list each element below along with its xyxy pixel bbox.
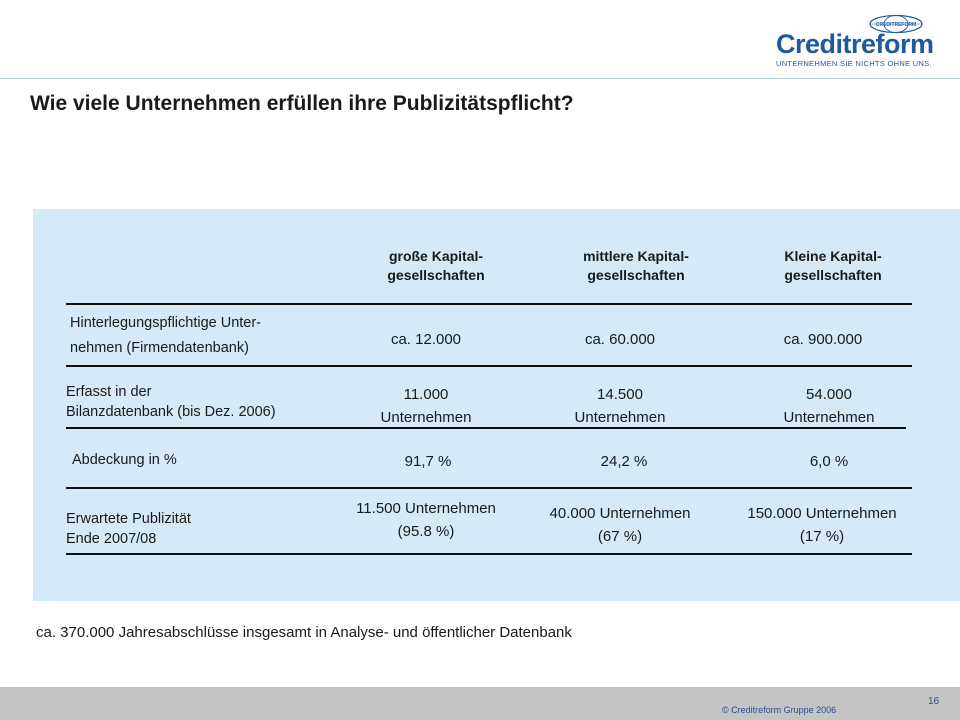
column-header-line2: gesellschaften xyxy=(387,267,485,283)
column-header-line2: gesellschaften xyxy=(587,267,685,283)
row-label-line2: Ende 2007/08 xyxy=(66,531,157,547)
copyright: © Creditreform Gruppe 2006 xyxy=(722,705,837,715)
row-label-line2: nehmen (Firmendatenbank) xyxy=(70,340,249,356)
column-header-line1: Kleine Kapital- xyxy=(784,248,882,264)
cell-unit: Unternehmen xyxy=(574,409,666,426)
cell-unit: Unternehmen xyxy=(380,409,472,426)
row-label-filing-obligated: Hinterlegungspflichtige Unter- nehmen (F… xyxy=(70,313,261,358)
cell-percent: (95.8 %) xyxy=(397,523,455,540)
cell-value: 11.500 Unternehmen xyxy=(356,500,496,517)
cell-filing-large: ca. 12.000 xyxy=(390,331,462,348)
table-rule xyxy=(66,553,912,555)
column-header-small: Kleine Kapital- gesellschaften xyxy=(743,247,923,285)
row-label-coverage: Abdeckung in % xyxy=(72,452,177,468)
page-title: Wie viele Unternehmen erfüllen ihre Publ… xyxy=(30,92,574,115)
globe-text: CREDITREFORM xyxy=(876,22,916,28)
cell-coverage-medium: 24,2 % xyxy=(600,453,648,470)
column-header-medium: mittlere Kapital- gesellschaften xyxy=(546,247,726,285)
globe-icon: CREDITREFORM xyxy=(869,14,923,34)
row-label-line1: Erfasst in der xyxy=(66,384,152,400)
logo-wordmark: Creditreform xyxy=(776,29,934,59)
row-label-line1: Hinterlegungspflichtige Unter- xyxy=(70,315,262,331)
cell-value: 54.000 xyxy=(806,386,852,403)
cell-balance-medium: 14.500 Unternehmen xyxy=(540,383,700,429)
cell-balance-large: 11.000 Unternehmen xyxy=(346,383,506,429)
row-label-line2: Bilanzdatenbank (bis Dez. 2006) xyxy=(66,404,276,420)
cell-filing-small: ca. 900.000 xyxy=(783,331,863,348)
creditreform-logo: CREDITREFORM Creditreform UNTERNEHMEN SI… xyxy=(770,14,935,70)
row-label-line1: Erwartete Publizität xyxy=(66,511,191,527)
table-rule xyxy=(66,487,912,489)
column-header-line2: gesellschaften xyxy=(784,267,882,283)
cell-expected-medium: 40.000 Unternehmen (67 %) xyxy=(530,502,710,548)
cell-value: 14.500 xyxy=(597,386,643,403)
cell-value: 40.000 Unternehmen xyxy=(549,505,691,522)
column-header-line1: mittlere Kapital- xyxy=(583,248,689,264)
cell-unit: Unternehmen xyxy=(783,409,875,426)
table-rule xyxy=(66,427,906,429)
cell-balance-small: 54.000 Unternehmen xyxy=(749,383,909,429)
row-label-balance-db: Erfasst in der Bilanzdatenbank (bis Dez.… xyxy=(66,382,276,422)
logo-tagline: UNTERNEHMEN SIE NICHTS OHNE UNS. xyxy=(776,59,932,68)
data-panel xyxy=(33,209,960,601)
table-rule xyxy=(66,303,912,305)
table-rule xyxy=(66,365,912,367)
row-label-expected: Erwartete Publizität Ende 2007/08 xyxy=(66,509,191,549)
cell-coverage-large: 91,7 % xyxy=(404,453,452,470)
page-number: 16 xyxy=(928,696,940,707)
cell-percent: (17 %) xyxy=(799,528,845,545)
cell-expected-large: 11.500 Unternehmen (95.8 %) xyxy=(336,497,516,543)
cell-value: 150.000 Unternehmen xyxy=(747,505,897,522)
cell-coverage-small: 6,0 % xyxy=(809,453,849,470)
footnote: ca. 370.000 Jahresabschlüsse insgesamt i… xyxy=(36,624,572,641)
column-header-line1: große Kapital- xyxy=(388,248,484,264)
header-divider xyxy=(0,78,960,79)
cell-expected-small: 150.000 Unternehmen (17 %) xyxy=(727,502,917,548)
cell-value: 11.000 xyxy=(403,386,449,403)
column-header-large: große Kapital- gesellschaften xyxy=(346,247,526,285)
cell-percent: (67 %) xyxy=(597,528,643,545)
cell-filing-medium: ca. 60.000 xyxy=(584,331,656,348)
footer-bar xyxy=(0,687,960,720)
